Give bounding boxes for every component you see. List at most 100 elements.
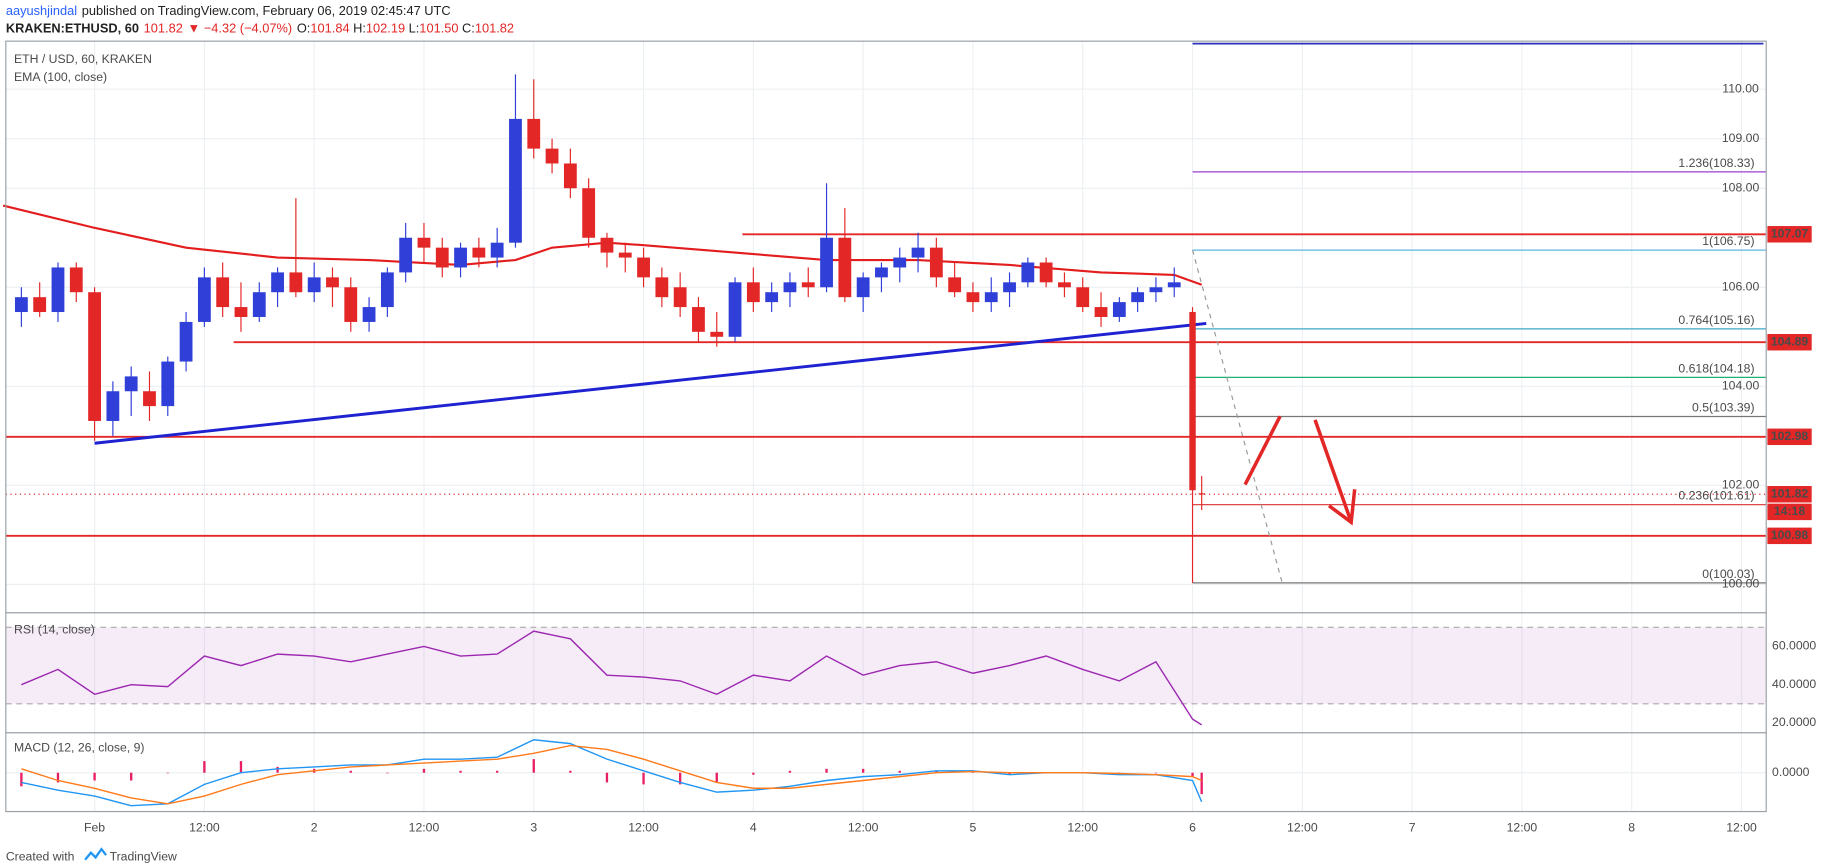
- y-tick-label: 102.00: [1722, 478, 1760, 492]
- ema-label: EMA (100, close): [14, 70, 107, 84]
- author[interactable]: aayushjindal: [6, 3, 77, 18]
- rsi-title: RSI (14, close): [14, 623, 95, 637]
- macd-histogram-bar: [678, 772, 682, 785]
- arrow-head: [1327, 489, 1357, 526]
- ohlc-value: 101.84: [310, 21, 349, 36]
- candle-body: [783, 282, 797, 293]
- header-quote: KRAKEN:ETHUSD, 60 101.82 ▼ −4.32 (−4.07%) O…: [6, 21, 514, 36]
- candle-body: [948, 277, 962, 293]
- x-tick-label: Feb: [84, 820, 105, 834]
- ohlc-value: 101.50: [419, 21, 458, 36]
- macd-histogram-bar: [349, 770, 352, 773]
- macd-histogram-bar: [276, 766, 279, 773]
- x-tick-label: 12:00: [628, 820, 659, 834]
- price-label: 104.89: [1771, 334, 1809, 348]
- fib-label: 1(106.75): [1702, 234, 1754, 248]
- macd-histogram-bar: [1200, 772, 1203, 795]
- candle-body: [179, 321, 193, 362]
- candle-body: [746, 282, 760, 303]
- footer-brand[interactable]: TradingView: [110, 850, 177, 864]
- x-tick-label: 12:00: [1287, 820, 1318, 834]
- candle-body: [911, 247, 925, 258]
- candle-body: [234, 307, 248, 317]
- candle-body: [1058, 282, 1071, 288]
- x-tick-label: 4: [750, 820, 757, 834]
- candle-body: [490, 242, 504, 258]
- ohlc-key: H:: [353, 21, 366, 36]
- macd-histogram-bar: [569, 770, 572, 773]
- candle-body: [271, 272, 284, 293]
- x-tick-label: 12:00: [1067, 820, 1098, 834]
- macd-histogram-bar: [935, 770, 938, 773]
- macd-histogram-bar: [605, 772, 609, 783]
- change: ▼ −4.32 (−4.07%): [188, 21, 293, 36]
- macd-histogram-bar: [715, 772, 718, 783]
- price-label-box: [1767, 486, 1812, 503]
- x-tick-label: 5: [970, 820, 977, 834]
- candle-body: [600, 237, 614, 253]
- x-tick-label: 2: [311, 820, 318, 834]
- projection: [1191, 249, 1283, 584]
- candle-body: [124, 376, 138, 392]
- frame: [5, 40, 1767, 813]
- arrow-down: [1313, 419, 1352, 520]
- candle-body: [289, 272, 303, 293]
- y-tick-label: 104.00: [1722, 379, 1760, 393]
- candle-body: [14, 297, 28, 313]
- candle-body: [143, 391, 156, 407]
- arrow-up: [1243, 415, 1282, 486]
- candle-body: [820, 237, 833, 288]
- macd-histogram-bar: [93, 772, 96, 781]
- candle-body: [1112, 302, 1126, 317]
- x-tick-label: 7: [1409, 820, 1416, 834]
- candle-body: [966, 292, 980, 303]
- brand-logo: [84, 847, 107, 861]
- price-label: 100.98: [1771, 528, 1809, 542]
- candle-body: [344, 287, 358, 322]
- price-label-box: [1767, 527, 1812, 545]
- macd-histogram-bar: [239, 761, 243, 773]
- countdown-box: [1767, 503, 1812, 521]
- candle-body: [399, 237, 413, 273]
- macd-title: MACD (12, 26, close, 9): [14, 740, 144, 754]
- candle-body: [454, 247, 467, 268]
- fib-label: 0.764(105.16): [1678, 313, 1754, 327]
- macd-histogram-bar: [1008, 772, 1011, 775]
- macd-histogram-bar: [422, 768, 426, 773]
- macd-histogram-bar: [752, 772, 755, 775]
- candle-body: [161, 361, 175, 407]
- last: 101.82: [144, 21, 183, 36]
- macd-histogram-bar: [459, 770, 462, 773]
- candle-body: [417, 237, 431, 248]
- candle-body: [197, 277, 211, 322]
- y-tick-label: 109.00: [1722, 131, 1760, 145]
- x-tick-label: 12:00: [1507, 820, 1538, 834]
- y-tick-label: 106.00: [1722, 279, 1760, 293]
- x-tick-label: 12:00: [848, 820, 879, 834]
- candle-body: [838, 237, 852, 298]
- grid: [5, 41, 1767, 812]
- last-price-label: 101.82: [1771, 486, 1809, 500]
- footer-text: Created with: [6, 850, 75, 864]
- macd-histogram-bar: [166, 772, 169, 774]
- candle-body: [673, 287, 687, 308]
- x-tick-label: 3: [530, 820, 537, 834]
- candle-body: [326, 277, 339, 288]
- fib-label: 0(100.03): [1702, 567, 1754, 581]
- macd-histogram-bar: [1191, 772, 1194, 777]
- candle-body: [307, 277, 321, 293]
- candle-body: [728, 282, 742, 337]
- candle-body: [1003, 282, 1016, 293]
- header-line: aayushjindal published on TradingView.com…: [6, 3, 451, 18]
- macd-histogram-bar: [532, 759, 535, 773]
- candle-body: [1149, 287, 1163, 293]
- candle-body: [929, 247, 943, 278]
- macd-histogram-bar: [1154, 772, 1158, 774]
- macd-histogram-bar: [203, 761, 206, 773]
- fib-label: 0.236(101.61): [1678, 489, 1754, 503]
- macd-histogram-bar: [130, 772, 133, 781]
- price-label-box: [1767, 226, 1812, 243]
- candle-body: [637, 257, 650, 278]
